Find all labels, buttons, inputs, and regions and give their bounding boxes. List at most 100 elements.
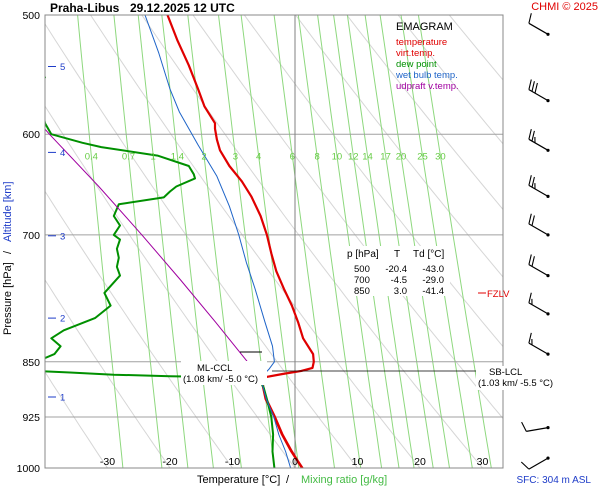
wind-barb-base — [546, 233, 550, 237]
temperature-tick-label: 0 — [292, 456, 298, 468]
pressure-tick-label: 600 — [22, 129, 40, 141]
wind-barb-base — [546, 456, 550, 460]
wind-barb-flag — [520, 461, 530, 470]
axis-ticks: 0.4 0.7 1 1.4 2 3 4 6 8 10 12 14 17 20 25 3050060070085… — [17, 10, 489, 475]
wind-barb-flag — [528, 13, 532, 24]
mixing-ratio-line — [137, 15, 189, 468]
wind-barb-shaft — [528, 302, 549, 315]
temperature-tick-label: -30 — [100, 456, 115, 468]
wind-barb-base — [546, 352, 550, 356]
wind-barb-base — [546, 194, 550, 198]
wind-barb-flag — [531, 176, 535, 188]
mixing-ratio-label: 2 — [201, 152, 206, 163]
wind-barb-base — [546, 148, 550, 152]
wind-barb-base — [546, 274, 550, 278]
legend-temperature: temperature — [396, 37, 447, 48]
mixing-ratio-label: 3 — [233, 152, 238, 163]
datetime-title: 29.12.2025 12 UTC — [130, 1, 235, 15]
table-row-p: 500 — [354, 264, 370, 275]
wind-barb-flag — [528, 292, 532, 304]
series-udpraft-v-temp-line — [45, 128, 263, 379]
wind-barb — [521, 421, 550, 432]
mixing-ratio-label: 20 — [396, 152, 407, 163]
x-axis-title-separator: / — [286, 474, 290, 486]
dry-adiabat — [45, 279, 171, 468]
level-table: p [hPa] T Td [°C] 500 -20.4 -43.0 700 -4… — [346, 246, 450, 297]
station-title: Praha-Libus — [50, 1, 120, 15]
wind-barb-shaft — [528, 89, 549, 102]
dry-adiabat — [141, 15, 483, 468]
dry-adiabat — [397, 15, 503, 145]
dry-adiabat — [45, 190, 233, 468]
wind-barb-flag — [521, 421, 527, 432]
pressure-tick-label: 500 — [22, 10, 40, 22]
ml-ccl-value: (1.08 km/ -5.0 °C) — [183, 374, 258, 385]
altitude-tick-label: 4 — [60, 148, 65, 159]
wind-barb — [528, 79, 550, 103]
y-axis-title-separator: / — [2, 250, 14, 254]
wind-barb-shaft — [528, 22, 549, 35]
wind-barb-shaft — [528, 264, 549, 277]
fzlv-label: FZLV — [487, 289, 510, 300]
mixing-ratio-line — [240, 15, 300, 468]
wind-barb — [528, 175, 550, 198]
mixing-ratio-line — [187, 15, 242, 468]
table-row-t: -20.4 — [385, 264, 407, 275]
x-axis-title-temperature: Temperature [°C] — [197, 474, 280, 486]
mixing-ratio-label: 1 — [151, 152, 156, 163]
wind-barb — [528, 332, 550, 356]
table-header-p: p [hPa] — [347, 249, 379, 260]
plot-frame — [44, 14, 504, 469]
altitude-tick-label: 1 — [60, 393, 65, 404]
mixing-ratio-label: 25 — [417, 152, 428, 163]
dry-adiabat — [45, 371, 108, 468]
wind-barb — [528, 128, 550, 152]
pressure-tick-label: 925 — [22, 412, 40, 424]
legend-wet-bulb: wet bulb temp. — [395, 70, 458, 81]
mixing-ratio-line — [417, 15, 492, 468]
pressure-tick-label: 1000 — [17, 463, 41, 475]
table-row-p: 850 — [354, 286, 370, 297]
mixing-ratio-label: 12 — [348, 152, 359, 163]
table-row-p: 700 — [354, 275, 370, 286]
mixing-ratio-label: 30 — [435, 152, 446, 163]
wind-barb — [528, 213, 550, 237]
sb-lcl-bg — [476, 366, 560, 390]
mixing-ratio-label: 17 — [380, 152, 391, 163]
mixing-ratio-label: 1.4 — [171, 152, 184, 163]
mixing-ratio-label: 14 — [362, 152, 373, 163]
sb-lcl-label: SB-LCL — [489, 367, 522, 378]
wind-barb-flag — [528, 213, 532, 225]
series-wet-bulb-temp-line — [144, 15, 292, 468]
y-axis-title-pressure: Pressure [hPa] — [2, 262, 14, 335]
x-axis-title-mixing: Mixing ratio [g/kg] — [301, 474, 387, 486]
wind-barb-base — [546, 426, 550, 430]
mixing-ratio-line — [113, 15, 163, 468]
altitude-tick-label: 3 — [60, 231, 65, 242]
y-axis-title-altitude: Altitude [km] — [2, 181, 14, 242]
dry-adiabat — [346, 15, 503, 211]
temperature-tick-label: -20 — [162, 456, 177, 468]
wind-barb-base — [546, 99, 550, 103]
legend-title: EMAGRAM — [396, 21, 453, 33]
mixing-ratio-line — [273, 15, 335, 468]
ml-ccl-bg — [181, 361, 267, 385]
wind-barb — [528, 254, 550, 278]
mixing-ratio-label: 10 — [332, 152, 343, 163]
table-row-td: -43.0 — [422, 264, 444, 275]
legend-dew-point: dew point — [396, 59, 437, 70]
table-row-t: 3.0 — [394, 286, 407, 297]
y-axis-title: Pressure [hPa] / Altitude [km] — [2, 181, 14, 335]
wind-barb-flag — [531, 81, 535, 92]
ml-ccl-label: ML-CCL — [197, 363, 232, 374]
credit-text: CHMI © 2025 — [531, 1, 598, 13]
wind-barb — [520, 456, 550, 470]
wind-barb-flag — [531, 130, 535, 142]
dry-adiabat — [45, 105, 296, 468]
dry-adiabat — [294, 15, 503, 278]
wind-barb-flag — [528, 175, 532, 186]
wind-barb-shaft — [528, 223, 549, 236]
pressure-tick-label: 700 — [22, 230, 40, 242]
wind-barb-flag — [528, 332, 532, 344]
